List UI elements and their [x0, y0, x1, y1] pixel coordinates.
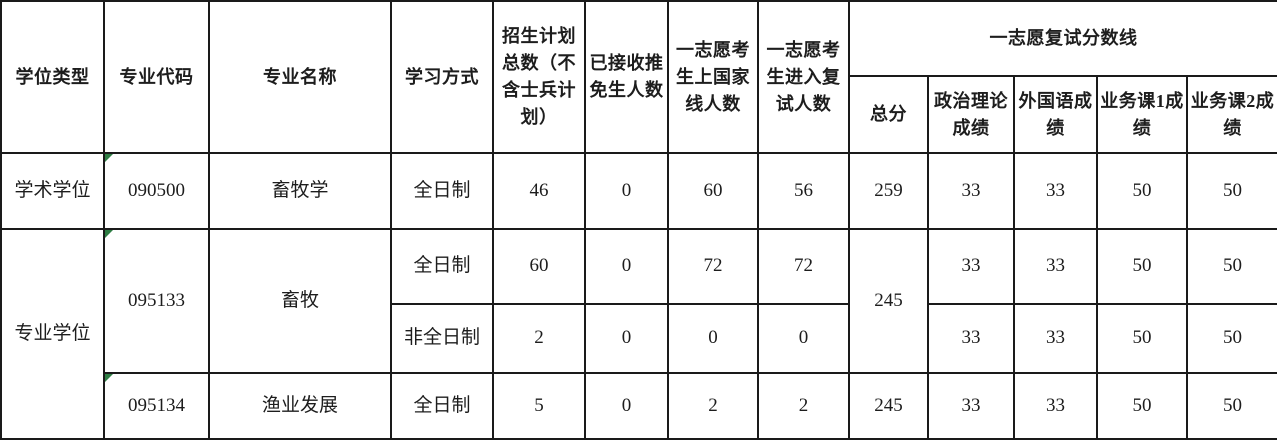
cell-course1-score: 50 — [1096, 228, 1188, 305]
cell-major-name: 渔业发展 — [208, 372, 392, 440]
cell-exempt: 0 — [584, 152, 669, 230]
header-retest-score-group: 一志愿复试分数线 — [848, 0, 1277, 77]
cell-major-code: 090500 — [103, 152, 210, 230]
cell-exempt: 0 — [584, 303, 669, 374]
header-plan-total: 招生计划总数（不含士兵计划） — [492, 0, 586, 154]
error-indicator-triangle — [105, 374, 113, 382]
cell-course1-score: 50 — [1096, 152, 1188, 230]
cell-course1-score: 50 — [1096, 372, 1188, 440]
cell-national-line: 2 — [667, 372, 759, 440]
data-row-professional-095133-fulltime: 专业学位 095133 畜牧 全日制 60 0 72 72 245 33 33 … — [0, 228, 1277, 440]
cell-degree-type: 专业学位 — [0, 228, 105, 440]
cell-study-mode: 全日制 — [390, 228, 494, 305]
cell-exempt: 0 — [584, 228, 669, 305]
cell-politics-score: 33 — [927, 372, 1015, 440]
error-indicator-triangle — [105, 230, 113, 238]
cell-total-score: 245 — [848, 228, 929, 374]
cell-course2-score: 50 — [1186, 152, 1277, 230]
header-major-name: 专业名称 — [208, 0, 392, 154]
cell-plan: 5 — [492, 372, 586, 440]
header-exempt-accepted: 已接收推免生人数 — [584, 0, 669, 154]
data-row-professional-095133-parttime: 非全日制 2 0 0 0 33 33 50 50 — [1, 303, 1277, 374]
major-code-value: 095134 — [128, 394, 185, 416]
cell-foreign-score: 33 — [1013, 228, 1098, 305]
cell-major-code: 095133 — [103, 228, 210, 374]
cell-total-score: 245 — [848, 372, 929, 440]
cell-politics-score: 33 — [927, 303, 1015, 374]
cell-retest: 0 — [757, 303, 850, 374]
cell-retest: 72 — [757, 228, 850, 305]
cell-course2-score: 50 — [1186, 303, 1277, 374]
header-row-1: 学位类型 专业代码 专业名称 学习方式 招生计划总数（不含士兵计划） 已接收推免… — [0, 0, 1277, 154]
cell-foreign-score: 33 — [1013, 303, 1098, 374]
header-first-choice-retest-entry: 一志愿考生进入复试人数 — [757, 0, 850, 154]
cell-politics-score: 33 — [927, 228, 1015, 305]
cell-major-name: 畜牧学 — [208, 152, 392, 230]
cell-national-line: 0 — [667, 303, 759, 374]
cell-total-score: 259 — [848, 152, 929, 230]
error-indicator-triangle — [105, 154, 113, 162]
cell-study-mode: 全日制 — [390, 152, 494, 230]
cell-course2-score: 50 — [1186, 372, 1277, 440]
header-foreign-lang-score: 外国语成绩 — [1013, 75, 1098, 154]
header-row-2: 总分 政治理论成绩 外国语成绩 业务课1成绩 业务课2成绩 — [1, 75, 1277, 154]
header-degree-type: 学位类型 — [0, 0, 105, 154]
cell-course2-score: 50 — [1186, 228, 1277, 305]
cell-retest: 2 — [757, 372, 850, 440]
cell-degree-type: 学术学位 — [0, 152, 105, 230]
header-first-choice-national-line: 一志愿考生上国家线人数 — [667, 0, 759, 154]
cell-foreign-score: 33 — [1013, 372, 1098, 440]
header-course1-score: 业务课1成绩 — [1096, 75, 1188, 154]
cell-exempt: 0 — [584, 372, 669, 440]
cell-plan: 2 — [492, 303, 586, 374]
cell-course1-score: 50 — [1096, 303, 1188, 374]
cell-major-code: 095134 — [103, 372, 210, 440]
cell-politics-score: 33 — [927, 152, 1015, 230]
header-major-code: 专业代码 — [103, 0, 210, 154]
major-code-value: 095133 — [128, 289, 185, 311]
cell-national-line: 60 — [667, 152, 759, 230]
header-study-mode: 学习方式 — [390, 0, 494, 154]
header-course2-score: 业务课2成绩 — [1186, 75, 1277, 154]
cell-study-mode: 非全日制 — [390, 303, 494, 374]
cell-national-line: 72 — [667, 228, 759, 305]
header-politics-score: 政治理论成绩 — [927, 75, 1015, 154]
cell-plan: 60 — [492, 228, 586, 305]
cell-plan: 46 — [492, 152, 586, 230]
cell-retest: 56 — [757, 152, 850, 230]
cell-study-mode: 全日制 — [390, 372, 494, 440]
data-row-academic-090500: 学术学位 090500 畜牧学 全日制 46 0 60 56 259 33 33… — [0, 152, 1277, 230]
header-total-score: 总分 — [848, 75, 929, 154]
cell-foreign-score: 33 — [1013, 152, 1098, 230]
major-code-value: 090500 — [128, 179, 185, 201]
data-row-professional-095134: 095134 渔业发展 全日制 5 0 2 2 245 33 33 50 50 — [1, 372, 1277, 440]
cell-major-name: 畜牧 — [208, 228, 392, 374]
